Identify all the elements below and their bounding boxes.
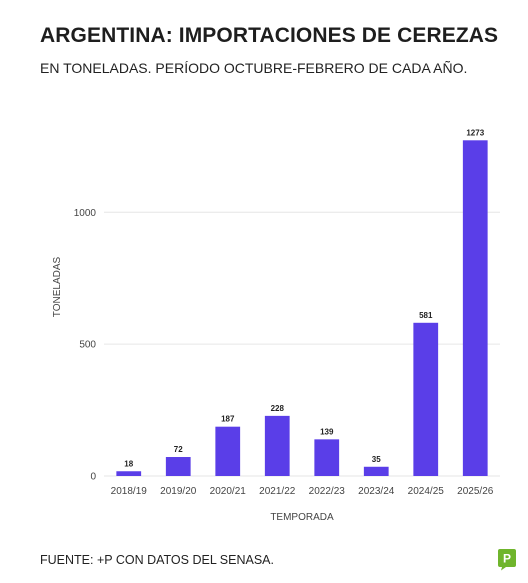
- bar-2023-24: [363, 466, 389, 476]
- chart-title: ARGENTINA: IMPORTACIONES DE CEREZAS: [40, 24, 499, 47]
- source-note: FUENTE: +P CON DATOS DEL SENASA.: [40, 553, 274, 567]
- y-tick-label: 500: [79, 340, 96, 351]
- grid-lines: [104, 211, 500, 477]
- x-tick-label: 2021/22: [259, 486, 296, 497]
- x-tick-label: 2022/23: [309, 486, 346, 497]
- data-label: 139: [320, 427, 334, 436]
- bar-2021-22: [264, 415, 290, 476]
- x-tick-label: 2023/24: [358, 486, 395, 497]
- svg-text:P: P: [503, 552, 511, 566]
- y-tick-label: 1000: [74, 208, 97, 219]
- x-tick-label: 2018/19: [111, 486, 148, 497]
- x-tick-label: 2024/25: [408, 486, 445, 497]
- bar-2025-26: [462, 140, 488, 477]
- data-label: 72: [174, 445, 183, 454]
- bar-2020-21: [215, 426, 241, 476]
- x-axis-label: TEMPORADA: [270, 512, 334, 523]
- data-label: 187: [221, 415, 235, 424]
- data-label: 581: [419, 311, 433, 320]
- bars: [116, 140, 488, 477]
- data-label: 228: [271, 404, 285, 413]
- x-tick-label: 2020/21: [210, 486, 247, 497]
- data-labels: 18 72 187 228 139 35 581 1273: [124, 128, 484, 468]
- bar-2019-20: [165, 457, 191, 476]
- bar-2022-23: [314, 439, 340, 476]
- y-axis-label: TONELADAS: [52, 256, 63, 317]
- y-tick-labels: 0 500 1000: [74, 208, 97, 483]
- plus-p-logo: P: [498, 549, 516, 571]
- data-label: 1273: [466, 128, 484, 137]
- bar-2024-25: [413, 322, 439, 476]
- data-label: 18: [124, 459, 133, 468]
- x-tick-label: 2025/26: [457, 486, 494, 497]
- chart-subtitle: EN TONELADAS. PERÍODO OCTUBRE-FEBRERO DE…: [40, 60, 468, 76]
- bar-2018-19: [116, 471, 142, 476]
- y-tick-label: 0: [90, 472, 96, 483]
- data-label: 35: [372, 455, 381, 464]
- x-tick-label: 2019/20: [160, 486, 197, 497]
- x-tick-labels: 2018/19 2019/20 2020/21 2021/22 2022/23 2023/…: [111, 486, 494, 497]
